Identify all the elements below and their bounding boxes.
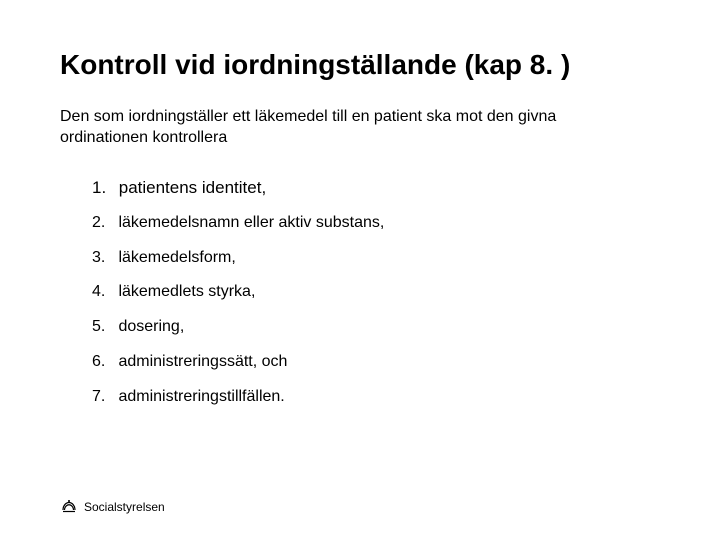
list-item: 6. administreringssätt, och: [92, 352, 660, 373]
list-item: 4. läkemedlets styrka,: [92, 282, 660, 303]
intro-paragraph: Den som iordningställer ett läkemedel ti…: [60, 106, 620, 149]
list-item: 3. läkemedelsform,: [92, 248, 660, 269]
list-item: 1. patientens identitet,: [92, 177, 660, 199]
list-item: 5. dosering,: [92, 317, 660, 338]
list-number: 2.: [92, 213, 114, 234]
list-number: 3.: [92, 248, 114, 269]
list-text: läkemedelsform,: [118, 249, 235, 266]
list-text: dosering,: [118, 318, 184, 335]
logo: Socialstyrelsen: [60, 498, 165, 516]
list-text: läkemedlets styrka,: [118, 283, 255, 300]
slide: Kontroll vid iordningställande (kap 8. )…: [0, 0, 720, 540]
slide-title: Kontroll vid iordningställande (kap 8. ): [60, 48, 660, 82]
list-number: 4.: [92, 282, 114, 303]
list-number: 6.: [92, 352, 114, 373]
list-number: 7.: [92, 387, 114, 408]
list-text: patientens identitet,: [119, 178, 266, 197]
list-number: 5.: [92, 317, 114, 338]
logo-text: Socialstyrelsen: [84, 500, 165, 514]
list-number: 1.: [92, 177, 114, 199]
list-item: 7. administreringstillfällen.: [92, 387, 660, 408]
list-text: administreringstillfällen.: [118, 388, 284, 405]
list-text: administreringssätt, och: [118, 353, 287, 370]
list-item: 2. läkemedelsnamn eller aktiv substans,: [92, 213, 660, 234]
numbered-list: 1. patientens identitet, 2. läkemedelsna…: [60, 177, 660, 408]
list-text: läkemedelsnamn eller aktiv substans,: [118, 214, 384, 231]
crown-icon: [60, 498, 78, 516]
